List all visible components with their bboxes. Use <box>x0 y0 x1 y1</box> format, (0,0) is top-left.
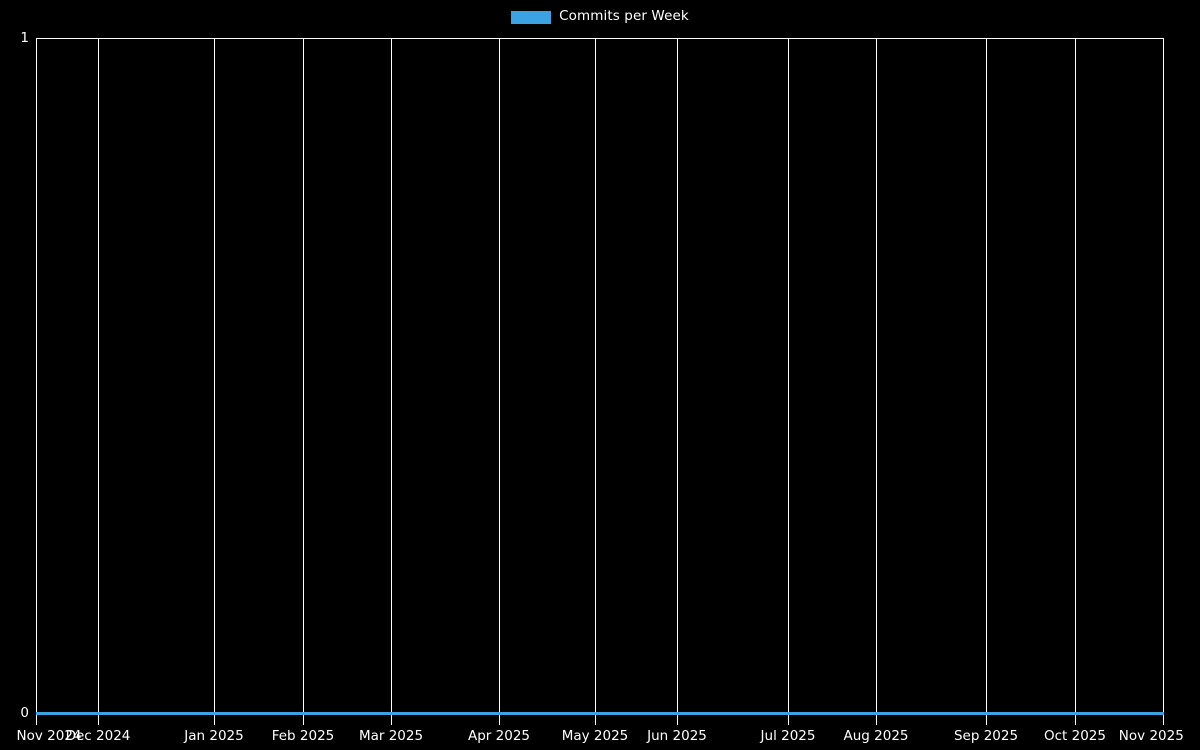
axis-line-top <box>36 38 1164 39</box>
gridline <box>214 38 215 725</box>
x-axis-tick-label: Aug 2025 <box>843 728 909 744</box>
x-axis-tick-label: Nov 2024 <box>16 728 82 744</box>
chart-legend: Commits per Week <box>0 6 1200 28</box>
gridline <box>595 38 596 725</box>
plot-area <box>36 38 1163 716</box>
y-axis-tick-label-top: 1 <box>20 30 29 46</box>
x-axis-tick-label: Feb 2025 <box>271 728 335 744</box>
gridline <box>677 38 678 725</box>
gridline <box>303 38 304 725</box>
gridline <box>1075 38 1076 725</box>
gridline <box>98 38 99 725</box>
x-axis-tick-label: Jul 2025 <box>760 728 816 744</box>
x-axis-tick-label: Jan 2025 <box>184 728 244 744</box>
x-axis-tick-label: Jun 2025 <box>647 728 707 744</box>
gridline <box>876 38 877 725</box>
axis-tick-mark <box>1163 716 1164 725</box>
axis-line-left <box>36 38 37 717</box>
gridline <box>499 38 500 725</box>
gridline <box>391 38 392 725</box>
x-axis-tick-label: Dec 2024 <box>65 728 131 744</box>
axis-tick-mark <box>36 716 37 725</box>
x-axis-tick-label: Oct 2025 <box>1044 728 1106 744</box>
x-axis-tick-label: Apr 2025 <box>467 728 531 744</box>
legend-swatch-commits-per-week <box>511 10 552 24</box>
x-axis-tick-label: May 2025 <box>561 728 629 744</box>
y-axis-tick-label-bottom: 0 <box>20 705 29 721</box>
gridline <box>788 38 789 725</box>
legend-label-commits-per-week: Commits per Week <box>559 8 689 25</box>
series-line-commits-per-week <box>36 712 1164 715</box>
gridline <box>986 38 987 725</box>
x-axis-tick-label: Nov 2025 <box>1118 728 1184 744</box>
x-axis-tick-label: Sep 2025 <box>953 728 1019 744</box>
axis-line-right <box>1163 38 1164 717</box>
x-axis-tick-label: Mar 2025 <box>358 728 424 744</box>
